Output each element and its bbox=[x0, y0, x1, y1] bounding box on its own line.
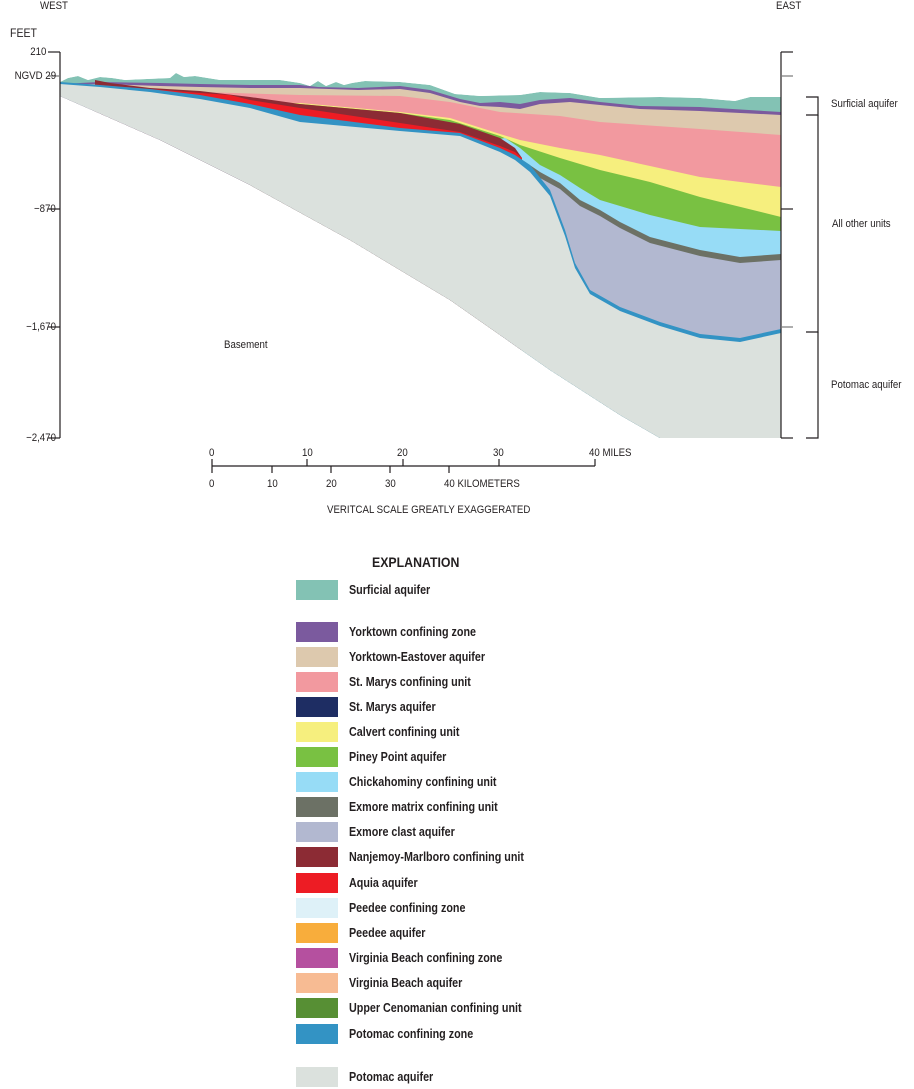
cross-section bbox=[48, 51, 819, 473]
legend-label: Yorktown-Eastover aquifer bbox=[349, 650, 486, 664]
legend-label: St. Marys aquifer bbox=[349, 700, 436, 714]
legend-label: Virginia Beach confining zone bbox=[349, 951, 503, 965]
miles-tick-label: 10 bbox=[302, 447, 313, 459]
legend-swatch bbox=[296, 923, 338, 943]
legend-label: Exmore clast aquifer bbox=[349, 825, 455, 839]
legend-label: Aquia aquifer bbox=[349, 876, 418, 890]
feet-label: FEET bbox=[10, 26, 37, 40]
legend-swatch bbox=[296, 898, 338, 918]
y-tick-label: −870 bbox=[34, 203, 56, 215]
bracket-potomac bbox=[806, 332, 819, 439]
legend-swatch bbox=[296, 797, 338, 817]
miles-tick-label: 40 MILES bbox=[589, 447, 632, 459]
legend-swatch bbox=[296, 1067, 338, 1087]
east-label: EAST bbox=[776, 0, 802, 12]
y-tick-label: 210 bbox=[29, 46, 46, 58]
legend-label: Calvert confining unit bbox=[349, 725, 460, 739]
legend-swatch bbox=[296, 948, 338, 968]
basement-label: Basement bbox=[224, 339, 268, 351]
bracket-other-units bbox=[806, 115, 819, 333]
legend-label: Chickahominy confining unit bbox=[349, 775, 497, 789]
west-label: WEST bbox=[40, 0, 68, 12]
legend-swatch bbox=[296, 747, 338, 767]
km-tick-label: 0 bbox=[209, 478, 215, 490]
legend-label: Potomac confining zone bbox=[349, 1027, 474, 1041]
miles-tick-label: 0 bbox=[209, 447, 215, 459]
legend-label: Surficial aquifer bbox=[349, 583, 431, 597]
legend-swatch bbox=[296, 772, 338, 792]
legend-label: Peedee confining zone bbox=[349, 901, 466, 915]
legend-swatch bbox=[296, 722, 338, 742]
miles-tick-label: 20 bbox=[397, 447, 408, 459]
legend-label: Virginia Beach aquifer bbox=[349, 976, 463, 990]
bracket-label: Potomac aquifer bbox=[831, 379, 902, 391]
km-tick-label: 30 bbox=[385, 478, 396, 490]
legend-swatch bbox=[296, 998, 338, 1018]
km-tick-label: 20 bbox=[326, 478, 337, 490]
vertical-scale-note: VERITCAL SCALE GREATLY EXAGGERATED bbox=[327, 504, 531, 516]
legend-label: Potomac aquifer bbox=[349, 1070, 434, 1084]
legend-swatch bbox=[296, 697, 338, 717]
legend-swatch bbox=[296, 847, 338, 867]
km-tick-label: 10 bbox=[267, 478, 278, 490]
legend-swatch bbox=[296, 672, 338, 692]
legend-label: Nanjemoy-Marlboro confining unit bbox=[349, 850, 524, 864]
km-tick-label: 40 KILOMETERS bbox=[444, 478, 520, 490]
y-tick-label: NGVD 29 bbox=[14, 70, 56, 82]
legend-swatch bbox=[296, 973, 338, 993]
legend-label: Peedee aquifer bbox=[349, 926, 426, 940]
legend-label: St. Marys confining unit bbox=[349, 675, 471, 689]
miles-tick-label: 30 bbox=[493, 447, 504, 459]
legend-label: Piney Point aquifer bbox=[349, 750, 447, 764]
bracket-label: All other units bbox=[832, 218, 891, 230]
y-tick-label: −2,470 bbox=[26, 432, 56, 444]
legend-swatch bbox=[296, 647, 338, 667]
legend-swatch bbox=[296, 873, 338, 893]
legend-swatch bbox=[296, 1024, 338, 1044]
legend-swatch bbox=[296, 822, 338, 842]
bracket-surficial bbox=[806, 96, 819, 116]
legend-swatch bbox=[296, 622, 338, 642]
legend-title: EXPLANATION bbox=[372, 554, 460, 570]
legend-label: Yorktown confining zone bbox=[349, 625, 477, 639]
legend-swatch bbox=[296, 580, 338, 600]
bracket-label: Surficial aquifer bbox=[831, 98, 898, 110]
legend-label: Upper Cenomanian confining unit bbox=[349, 1001, 522, 1015]
legend-label: Exmore matrix confining unit bbox=[349, 800, 498, 814]
y-tick-label: −1,670 bbox=[26, 321, 56, 333]
